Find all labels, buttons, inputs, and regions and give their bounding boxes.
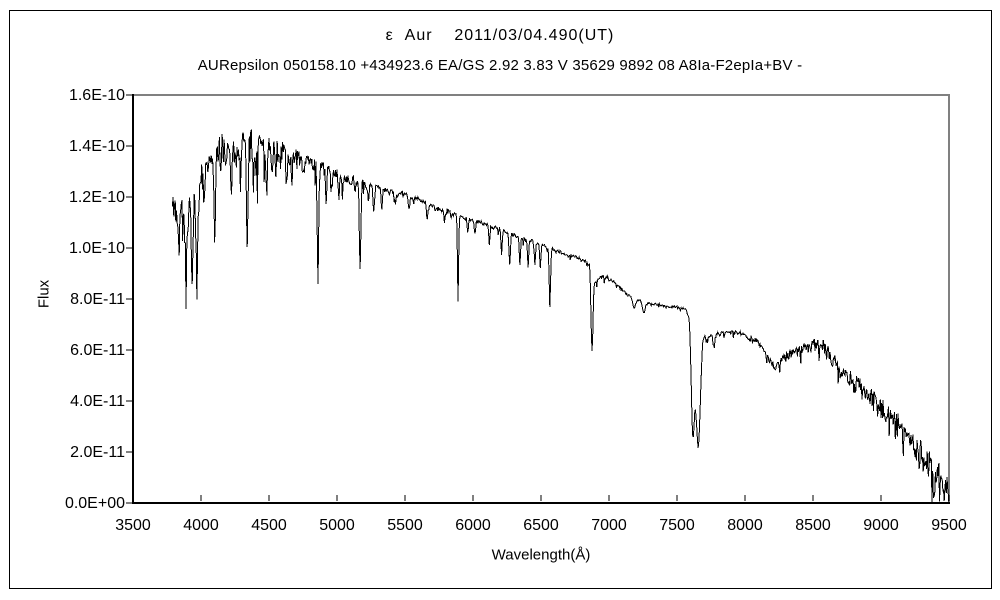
x-tick-label: 6500 bbox=[523, 517, 559, 534]
x-tick-label: 8500 bbox=[795, 517, 831, 534]
x-tick-label: 9500 bbox=[931, 517, 967, 534]
plot-frame bbox=[132, 94, 950, 504]
y-tick-label: 6.0E-11 bbox=[70, 342, 125, 359]
y-tick-label: 0.0E+00 bbox=[65, 495, 125, 512]
y-tick-label: 1.0E-10 bbox=[69, 240, 125, 257]
x-tick-label: 8000 bbox=[727, 517, 763, 534]
x-tick-label: 9000 bbox=[863, 517, 899, 534]
spectrum-trace bbox=[171, 129, 950, 503]
y-tick-label: 4.0E-11 bbox=[70, 393, 125, 410]
x-tick-label: 4000 bbox=[183, 517, 219, 534]
x-tick-label: 6000 bbox=[455, 517, 491, 534]
y-tick-label: 8.0E-11 bbox=[70, 291, 125, 308]
x-axis-title: Wavelength(Å) bbox=[491, 546, 591, 564]
x-tick-label: 7000 bbox=[591, 517, 627, 534]
y-tick-label: 1.4E-10 bbox=[69, 138, 125, 155]
chart-subtitle: AURepsilon 050158.10 +434923.6 EA/GS 2.9… bbox=[197, 57, 803, 74]
y-tick-label: 1.2E-10 bbox=[69, 189, 125, 206]
chart-title: ε Aur 2011/03/04.490(UT) bbox=[385, 27, 615, 44]
x-tick-label: 7500 bbox=[659, 517, 695, 534]
y-tick-label: 1.6E-10 bbox=[69, 87, 125, 104]
x-tick-label: 4500 bbox=[251, 517, 287, 534]
x-tick-label: 3500 bbox=[115, 517, 151, 534]
x-tick-label: 5500 bbox=[387, 517, 423, 534]
y-tick-label: 2.0E-11 bbox=[70, 444, 125, 461]
x-tick-label: 5000 bbox=[319, 517, 355, 534]
